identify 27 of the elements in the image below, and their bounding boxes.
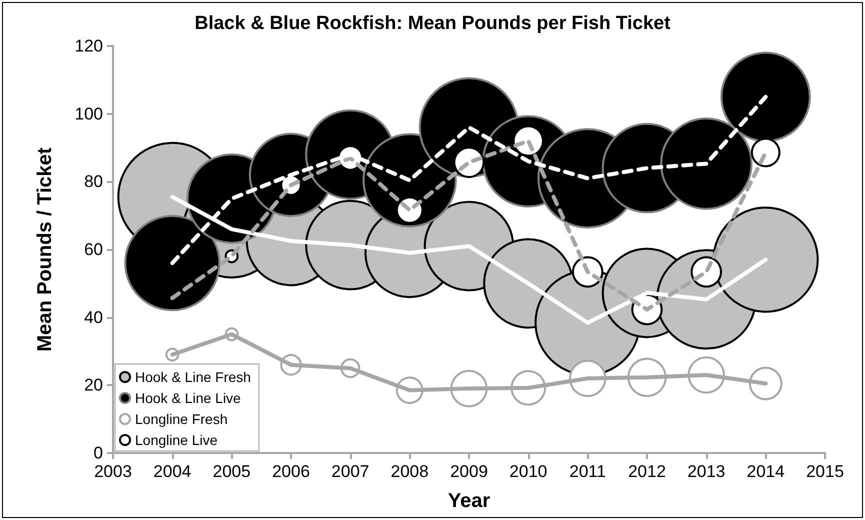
legend-label: Hook & Line Fresh [135,369,251,385]
x-tick-label: 2013 [687,462,726,481]
y-tick-label: 40 [84,308,103,327]
x-tick-label: 2012 [628,462,666,481]
y-tick-label: 120 [74,36,103,56]
x-tick-label: 2007 [331,462,370,481]
legend-label: Longline Live [135,432,218,448]
x-tick-label: 2015 [806,462,844,481]
x-tick-label: 2010 [509,462,548,481]
x-axis-title: Year [448,490,490,512]
chart-title: Black & Blue Rockfish: Mean Pounds per Fish Ticket [194,13,672,34]
x-tick-label: 2014 [746,462,785,481]
x-tick-label: 2006 [272,462,310,481]
y-tick-label: 0 [94,444,103,462]
x-tick-label: 2008 [390,462,429,481]
legend-label: Longline Fresh [135,411,228,427]
x-tick-label: 2004 [153,462,192,481]
x-tick-label: 2005 [212,462,251,481]
y-tick-label: 60 [84,240,103,259]
x-tick-label: 2003 [94,462,132,481]
y-tick-label: 100 [74,104,103,124]
y-tick-label: 20 [84,376,103,395]
y-tick-label: 80 [84,172,103,192]
x-tick-label: 2011 [569,462,606,481]
legend-label: Hook & Line Live [135,390,242,406]
y-axis-title: Mean Pounds / Ticket [34,147,56,352]
x-tick-label: 2009 [450,462,488,481]
